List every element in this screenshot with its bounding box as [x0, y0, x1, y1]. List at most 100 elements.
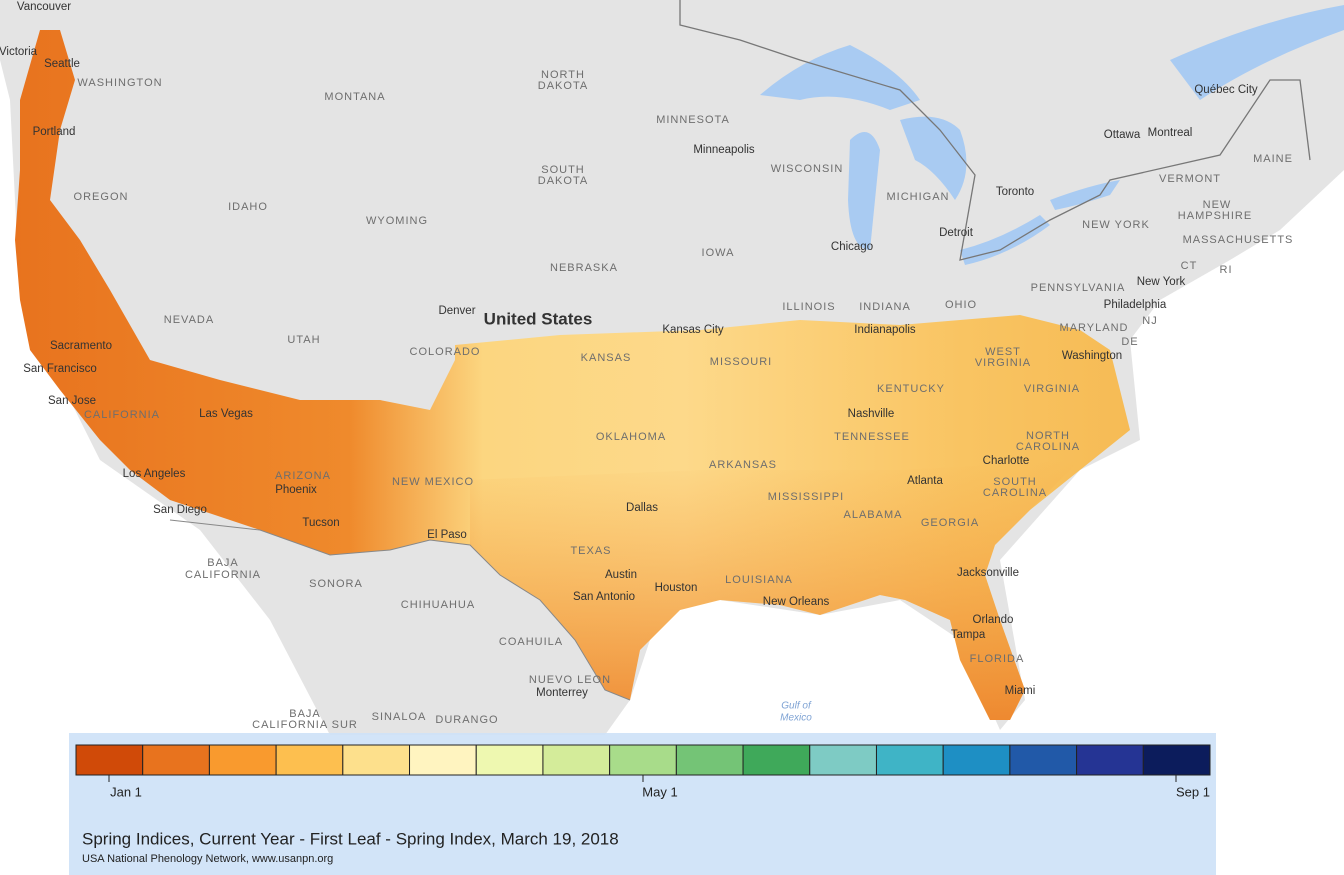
place-label: NEBRASKA	[550, 262, 618, 274]
place-label: CALIFORNIA	[84, 409, 160, 421]
legend-swatch	[75, 744, 144, 776]
place-label: Chicago	[831, 241, 873, 253]
place-label: GEORGIA	[921, 517, 979, 529]
place-label: WEST	[985, 346, 1021, 358]
legend-swatch	[1076, 744, 1144, 776]
legend-swatch	[542, 744, 611, 776]
place-label: ARIZONA	[275, 470, 331, 482]
place-label: TEXAS	[570, 545, 611, 557]
place-label: Seattle	[44, 58, 80, 70]
place-label: Dallas	[626, 502, 658, 514]
mexico-border	[169, 519, 631, 701]
place-label: ALABAMA	[844, 509, 903, 521]
place-label: Miami	[1005, 685, 1036, 697]
place-label: HAMPSHIRE	[1178, 210, 1252, 222]
place-label: Nashville	[848, 408, 895, 420]
place-label: DAKOTA	[538, 80, 588, 92]
place-label: NORTH	[541, 69, 585, 81]
place-label: Québec City	[1194, 84, 1258, 96]
legend-swatch	[275, 744, 344, 776]
great-lakes	[760, 5, 1344, 265]
map-title: Spring Indices, Current Year - First Lea…	[82, 829, 619, 848]
legend-tick-label: Jan 1	[110, 784, 142, 799]
place-label: IDAHO	[228, 201, 268, 213]
place-label: Victoria	[0, 46, 38, 58]
place-label: SONORA	[309, 578, 363, 590]
legend-tick-label: May 1	[642, 784, 677, 799]
legend-swatch	[675, 744, 744, 776]
place-label: CAROLINA	[1016, 441, 1080, 453]
place-label: MICHIGAN	[887, 191, 950, 203]
place-label: ARKANSAS	[709, 459, 777, 471]
place-label: Tucson	[302, 517, 339, 529]
place-label: Mexico	[780, 713, 812, 724]
place-label: New York	[1137, 276, 1186, 288]
legend-swatch	[1009, 744, 1078, 776]
legend-swatch	[875, 744, 944, 776]
place-label: San Diego	[153, 504, 207, 516]
place-label: ILLINOIS	[782, 301, 835, 313]
place-label: NORTH	[1026, 430, 1070, 442]
place-label: MONTANA	[324, 91, 385, 103]
place-label: TENNESSEE	[834, 431, 910, 443]
place-label: CALIFORNIA	[185, 569, 261, 581]
legend-swatch	[475, 744, 544, 776]
place-label: KANSAS	[581, 352, 632, 364]
place-label: SOUTH	[541, 164, 585, 176]
place-label: DAKOTA	[538, 175, 588, 187]
place-label: MASSACHUSETTS	[1183, 234, 1294, 246]
place-label: Vancouver	[17, 1, 71, 13]
place-label: United States	[484, 309, 593, 328]
place-label: CT	[1181, 260, 1198, 272]
place-label: OREGON	[74, 191, 129, 203]
border	[679, 0, 1311, 261]
place-label: SINALOA	[372, 711, 427, 723]
place-label: Sacramento	[50, 340, 112, 352]
place-label: Tampa	[951, 629, 986, 641]
legend-tick-label: Sep 1	[1176, 784, 1210, 799]
legend-swatch	[809, 744, 877, 776]
place-label: WISCONSIN	[771, 163, 844, 175]
place-label: Montreal	[1148, 127, 1193, 139]
place-label: BAJA	[289, 708, 321, 720]
place-label: NEW MEXICO	[392, 476, 474, 488]
place-label: DURANGO	[435, 714, 498, 726]
place-label: OKLAHOMA	[596, 431, 666, 443]
legend-swatch	[742, 744, 811, 776]
place-label: CALIFORNIA SUR	[252, 719, 358, 731]
place-label: SOUTH	[993, 476, 1037, 488]
place-label: COLORADO	[410, 346, 481, 358]
place-label: Phoenix	[275, 484, 317, 496]
place-label: Philadelphia	[1104, 299, 1167, 311]
place-label: CAROLINA	[983, 487, 1047, 499]
place-label: WASHINGTON	[77, 77, 162, 89]
place-label: INDIANA	[859, 301, 911, 313]
place-label: KENTUCKY	[877, 383, 945, 395]
place-label: RI	[1220, 264, 1233, 276]
place-label: WYOMING	[366, 215, 428, 227]
place-label: Charlotte	[983, 455, 1030, 467]
place-label: San Francisco	[23, 363, 97, 375]
legend-swatch	[142, 744, 210, 776]
place-label: Ottawa	[1104, 129, 1141, 141]
place-label: NEW YORK	[1082, 219, 1150, 231]
place-label: NJ	[1142, 315, 1157, 327]
place-label: San Antonio	[573, 591, 635, 603]
place-label: Orlando	[973, 614, 1014, 626]
place-label: OHIO	[945, 299, 977, 311]
legend-swatch	[609, 744, 677, 776]
place-label: MARYLAND	[1060, 322, 1129, 334]
place-label: Washington	[1062, 350, 1122, 362]
place-label: El Paso	[427, 529, 467, 541]
place-label: Portland	[33, 126, 76, 138]
place-label: VIRGINIA	[975, 357, 1031, 369]
legend-swatch	[1142, 744, 1211, 776]
place-label: Atlanta	[907, 475, 943, 487]
place-label: FLORIDA	[970, 653, 1025, 665]
place-label: Jacksonville	[957, 567, 1019, 579]
place-label: MAINE	[1253, 153, 1293, 165]
place-label: COAHUILA	[499, 636, 563, 648]
place-label: VIRGINIA	[1024, 383, 1080, 395]
legend-swatch	[208, 744, 277, 776]
